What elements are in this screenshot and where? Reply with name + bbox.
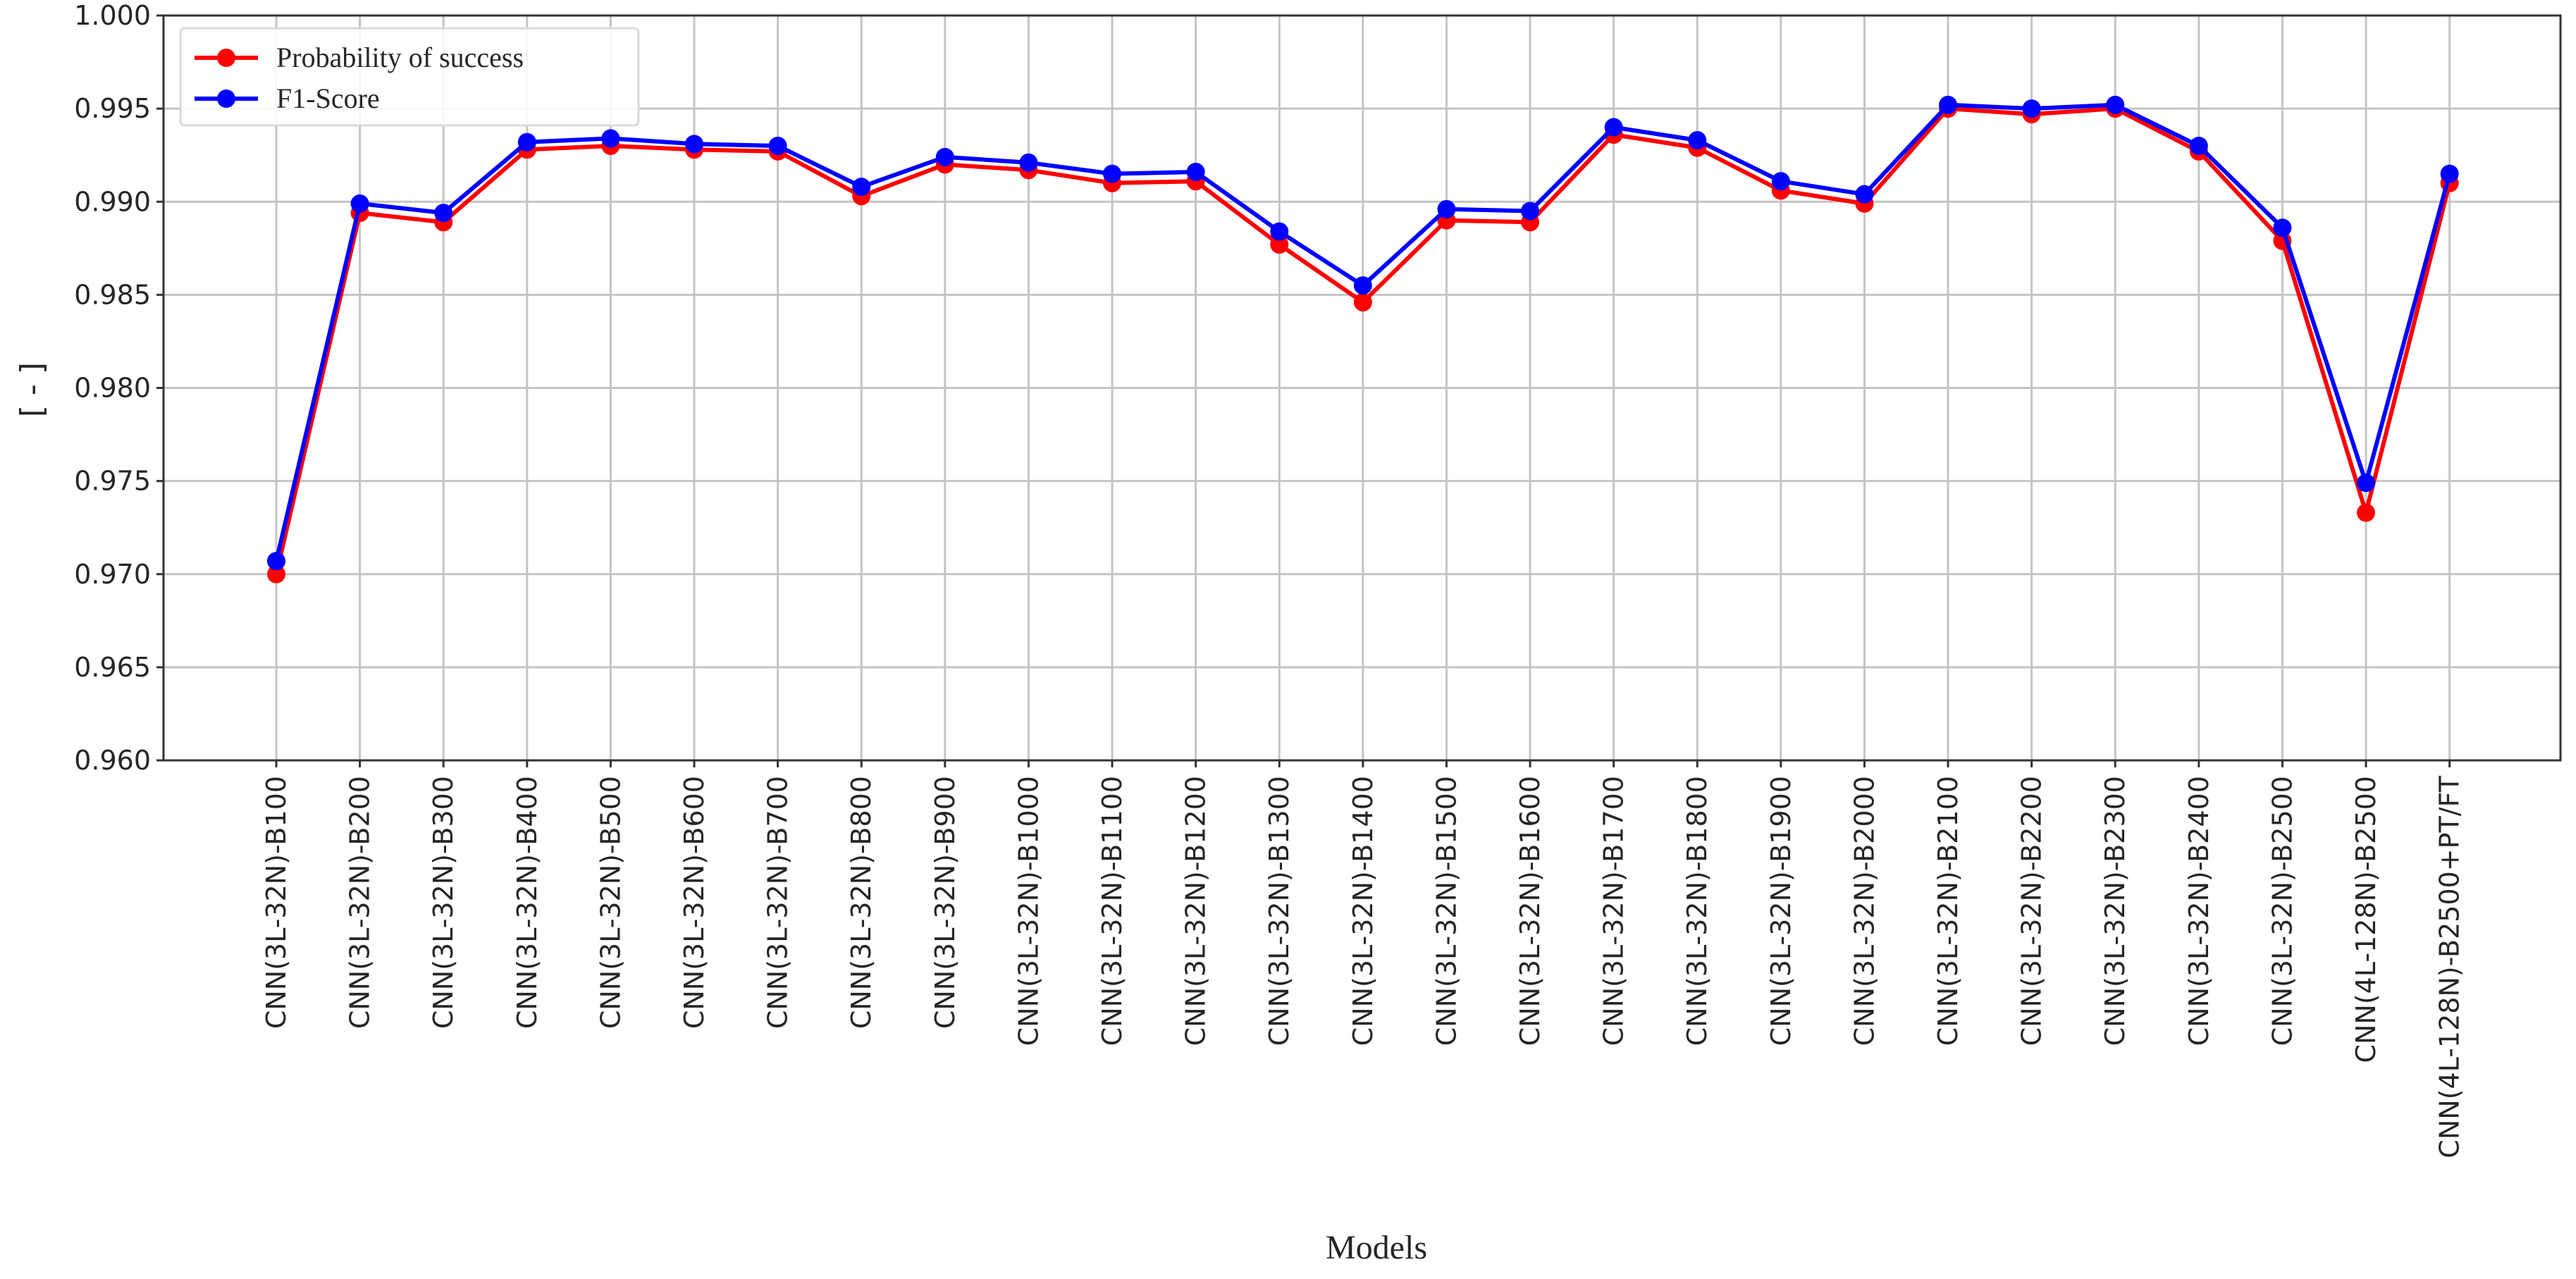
legend-swatch-marker	[217, 49, 235, 67]
data-point	[601, 129, 620, 148]
data-point	[1353, 292, 1372, 311]
legend-box	[179, 27, 640, 127]
x-tick-label: CNN(3L-32N)-B1600	[1515, 776, 1546, 1046]
x-tick-label: CNN(3L-32N)-B200	[345, 776, 376, 1029]
data-point	[350, 194, 369, 213]
legend-swatch-marker	[217, 89, 235, 108]
x-tick-label: CNN(3L-32N)-B100	[261, 776, 292, 1029]
x-axis-ticks: CNN(3L-32N)-B100 CNN(3L-32N)-B200 CNN(3L-3…	[261, 760, 2465, 1158]
x-tick-label: CNN(3L-32N)-B800	[846, 776, 877, 1029]
y-tick-label: 0.975	[74, 466, 151, 497]
x-tick-label: CNN(3L-32N)-B1300	[1264, 776, 1295, 1046]
data-point	[2106, 95, 2125, 114]
data-point	[768, 136, 787, 155]
data-point	[935, 147, 954, 166]
y-axis-ticks: 0.960 0.965 0.970 0.975 0.980 0.985 0.990 0.995…	[74, 0, 164, 776]
y-tick-label: 0.970	[74, 559, 151, 590]
x-tick-label: CNN(3L-32N)-B400	[512, 776, 543, 1029]
data-point	[2273, 218, 2292, 237]
data-point	[517, 132, 536, 152]
data-point	[2357, 503, 2375, 522]
data-point	[1103, 164, 1121, 183]
data-point	[685, 135, 703, 154]
x-tick-label: CNN(3L-32N)-B900	[930, 776, 961, 1029]
x-tick-label: CNN(3L-32N)-B1700	[1598, 776, 1629, 1046]
grid	[164, 14, 2560, 762]
x-tick-label: CNN(3L-32N)-B500	[595, 776, 626, 1029]
legend-label: Probability of success	[276, 42, 524, 73]
y-tick-label: 0.990	[74, 186, 151, 217]
x-axis-title: Models	[1326, 1229, 1427, 1266]
data-point	[1437, 199, 1456, 218]
y-axis-title: [ - ]	[14, 362, 50, 417]
data-point	[1939, 95, 1957, 114]
data-point	[2357, 474, 2375, 493]
series-layer	[267, 95, 2459, 583]
y-tick-label: 0.985	[74, 279, 151, 310]
y-tick-label: 0.965	[74, 652, 151, 683]
data-point	[1855, 185, 1874, 204]
data-point	[2189, 136, 2208, 155]
data-point	[1270, 235, 1289, 254]
x-tick-label: CNN(3L-32N)-B2000	[1849, 776, 1880, 1046]
data-point	[2022, 99, 2041, 118]
x-tick-label: CNN(4L-128N)-B2500+PT/FT	[2434, 775, 2465, 1158]
y-tick-label: 0.995	[74, 93, 151, 124]
data-point	[2440, 164, 2459, 183]
x-tick-label: CNN(3L-32N)-B1400	[1348, 776, 1379, 1046]
y-tick-label: 1.000	[74, 0, 151, 31]
legend-entry-probability: Probability of success	[195, 42, 524, 73]
data-point	[1521, 202, 1539, 221]
x-tick-label: CNN(3L-32N)-B1800	[1682, 776, 1713, 1046]
x-tick-label: CNN(3L-32N)-B2500	[2267, 776, 2298, 1046]
legend-entry-f1: F1-Score	[195, 82, 380, 114]
x-tick-label: CNN(3L-32N)-B2300	[2100, 776, 2131, 1046]
data-point	[1353, 276, 1372, 295]
x-tick-label: CNN(3L-32N)-B300	[428, 776, 459, 1029]
data-point	[1604, 118, 1623, 137]
data-point	[434, 204, 453, 223]
data-point	[1019, 153, 1038, 172]
x-tick-label: CNN(3L-32N)-B700	[763, 776, 794, 1029]
data-point	[1186, 162, 1205, 181]
legend: Probability of success F1-Score	[179, 27, 640, 127]
x-tick-label: CNN(3L-32N)-B1200	[1181, 776, 1212, 1046]
data-point	[1270, 222, 1289, 241]
x-tick-label: CNN(3L-32N)-B2400	[2183, 776, 2214, 1046]
data-point	[267, 552, 285, 571]
legend-label: F1-Score	[276, 82, 380, 114]
x-tick-label: CNN(3L-32N)-B600	[679, 776, 710, 1029]
y-tick-label: 0.980	[74, 373, 151, 404]
data-point	[1771, 172, 1790, 191]
x-tick-label: CNN(4L-128N)-B2500	[2350, 776, 2381, 1063]
y-tick-label: 0.960	[74, 745, 151, 776]
x-tick-label: CNN(3L-32N)-B1100	[1097, 776, 1128, 1046]
x-tick-label: CNN(3L-32N)-B1000	[1013, 776, 1044, 1046]
x-tick-label: CNN(3L-32N)-B1900	[1765, 776, 1797, 1046]
x-tick-label: CNN(3L-32N)-B2100	[1933, 776, 1964, 1046]
data-point	[1688, 131, 1707, 150]
x-tick-label: CNN(3L-32N)-B2200	[2016, 776, 2047, 1046]
x-tick-label: CNN(3L-32N)-B1500	[1431, 776, 1462, 1046]
data-point	[852, 178, 871, 197]
data-point	[267, 564, 285, 583]
